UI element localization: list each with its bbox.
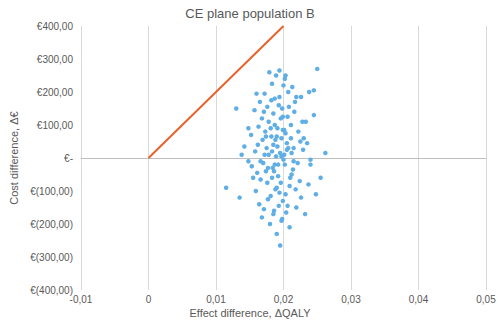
svg-text:0,05: 0,05 [476, 294, 496, 305]
svg-text:€300,00: €300,00 [37, 54, 74, 65]
svg-text:0,04: 0,04 [409, 294, 429, 305]
svg-text:€400,00: €400,00 [37, 21, 74, 32]
svg-text:Cost difference, Δ€: Cost difference, Δ€ [8, 111, 20, 204]
svg-text:€-: €- [64, 153, 73, 164]
svg-text:0: 0 [146, 294, 152, 305]
svg-text:Effect difference, ΔQALY: Effect difference, ΔQALY [189, 307, 311, 319]
svg-text:€(300,00): €(300,00) [30, 252, 73, 263]
svg-text:€100,00: €100,00 [37, 120, 74, 131]
svg-text:€(100,00): €(100,00) [30, 186, 73, 197]
svg-text:0,02: 0,02 [274, 294, 294, 305]
svg-text:0,01: 0,01 [206, 294, 226, 305]
svg-text:€(200,00): €(200,00) [30, 219, 73, 230]
svg-text:-0,01: -0,01 [70, 294, 93, 305]
svg-text:€200,00: €200,00 [37, 87, 74, 98]
svg-text:€(400,00): €(400,00) [30, 285, 73, 296]
svg-text:0,03: 0,03 [341, 294, 361, 305]
svg-text:CE plane population B: CE plane population B [185, 6, 314, 21]
